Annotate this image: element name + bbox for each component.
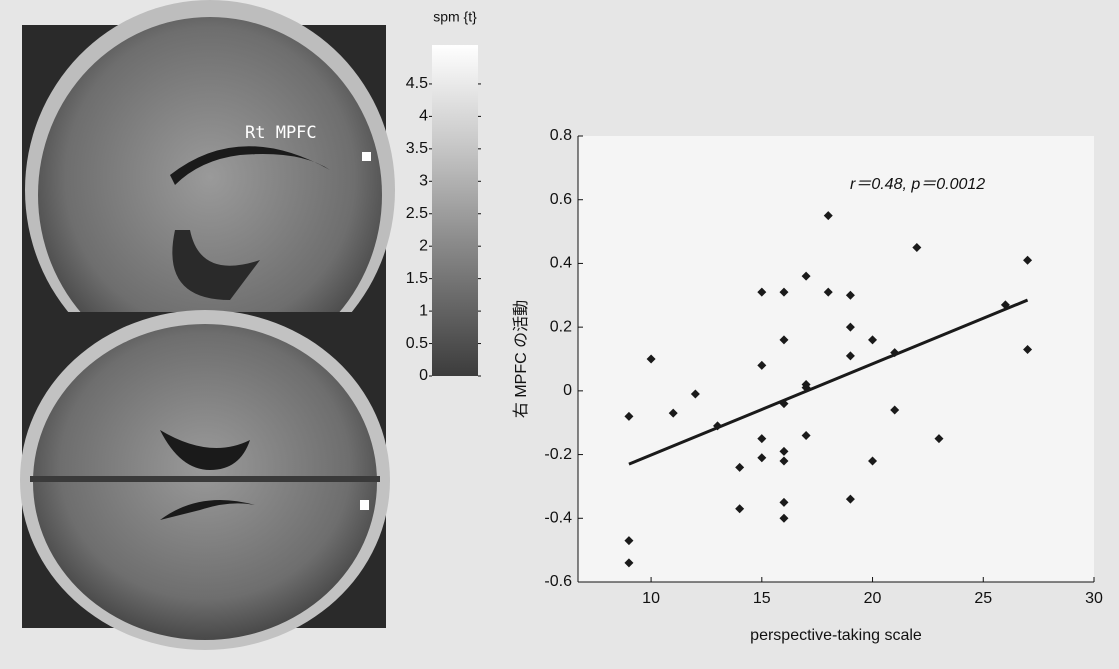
annotation: r＝0.48, p＝0.0012 <box>850 176 985 193</box>
y-tick-label: 0.4 <box>550 255 572 272</box>
x-tick-label: 10 <box>642 590 660 607</box>
colorbar-tick-label: 1.5 <box>406 270 428 287</box>
x-tick-label: 15 <box>753 590 771 607</box>
y-tick-label: 0.8 <box>550 127 572 144</box>
x-tick-label: 20 <box>864 590 882 607</box>
y-tick-label: 0.2 <box>550 318 572 335</box>
colorbar <box>432 45 478 376</box>
y-axis-label: 右 MPFC の活動 <box>512 300 530 418</box>
x-axis-label: perspective-taking scale <box>750 627 922 644</box>
colorbar-tick-label: 0 <box>419 367 428 384</box>
y-tick-label: 0.6 <box>550 191 572 208</box>
colorbar-tick-label: 4.5 <box>406 75 428 92</box>
colorbar-tick-label: 2.5 <box>406 205 428 222</box>
brain-axial <box>20 310 390 650</box>
x-tick-label: 30 <box>1085 590 1103 607</box>
colorbar-tick-label: 2 <box>419 237 428 254</box>
y-tick-label: -0.2 <box>544 446 572 463</box>
colorbar-tick-label: 1 <box>419 302 428 319</box>
y-tick-label: -0.6 <box>544 573 572 590</box>
figure: Rt MPFC spm {t} 0 0.5 1 1.5 2 2.5 3 3.5 4 4.5 -0.6 -… <box>0 0 1119 669</box>
colorbar-tick-label: 3 <box>419 173 428 190</box>
region-label: Rt MPFC <box>245 123 317 143</box>
colorbar-tick-label: 4 <box>419 108 428 125</box>
y-tick-label: 0 <box>563 382 572 399</box>
colorbar-title: spm {t} <box>433 9 477 25</box>
colorbar-tick-label: 0.5 <box>406 335 428 352</box>
colorbar-tick-label: 3.5 <box>406 140 428 157</box>
page: Rt MPFC spm {t} 0 0.5 1 1.5 2 2.5 3 3.5 4 4.5 -0.6 -… <box>0 0 1119 669</box>
x-tick-label: 25 <box>974 590 992 607</box>
y-tick-label: -0.4 <box>544 510 572 527</box>
